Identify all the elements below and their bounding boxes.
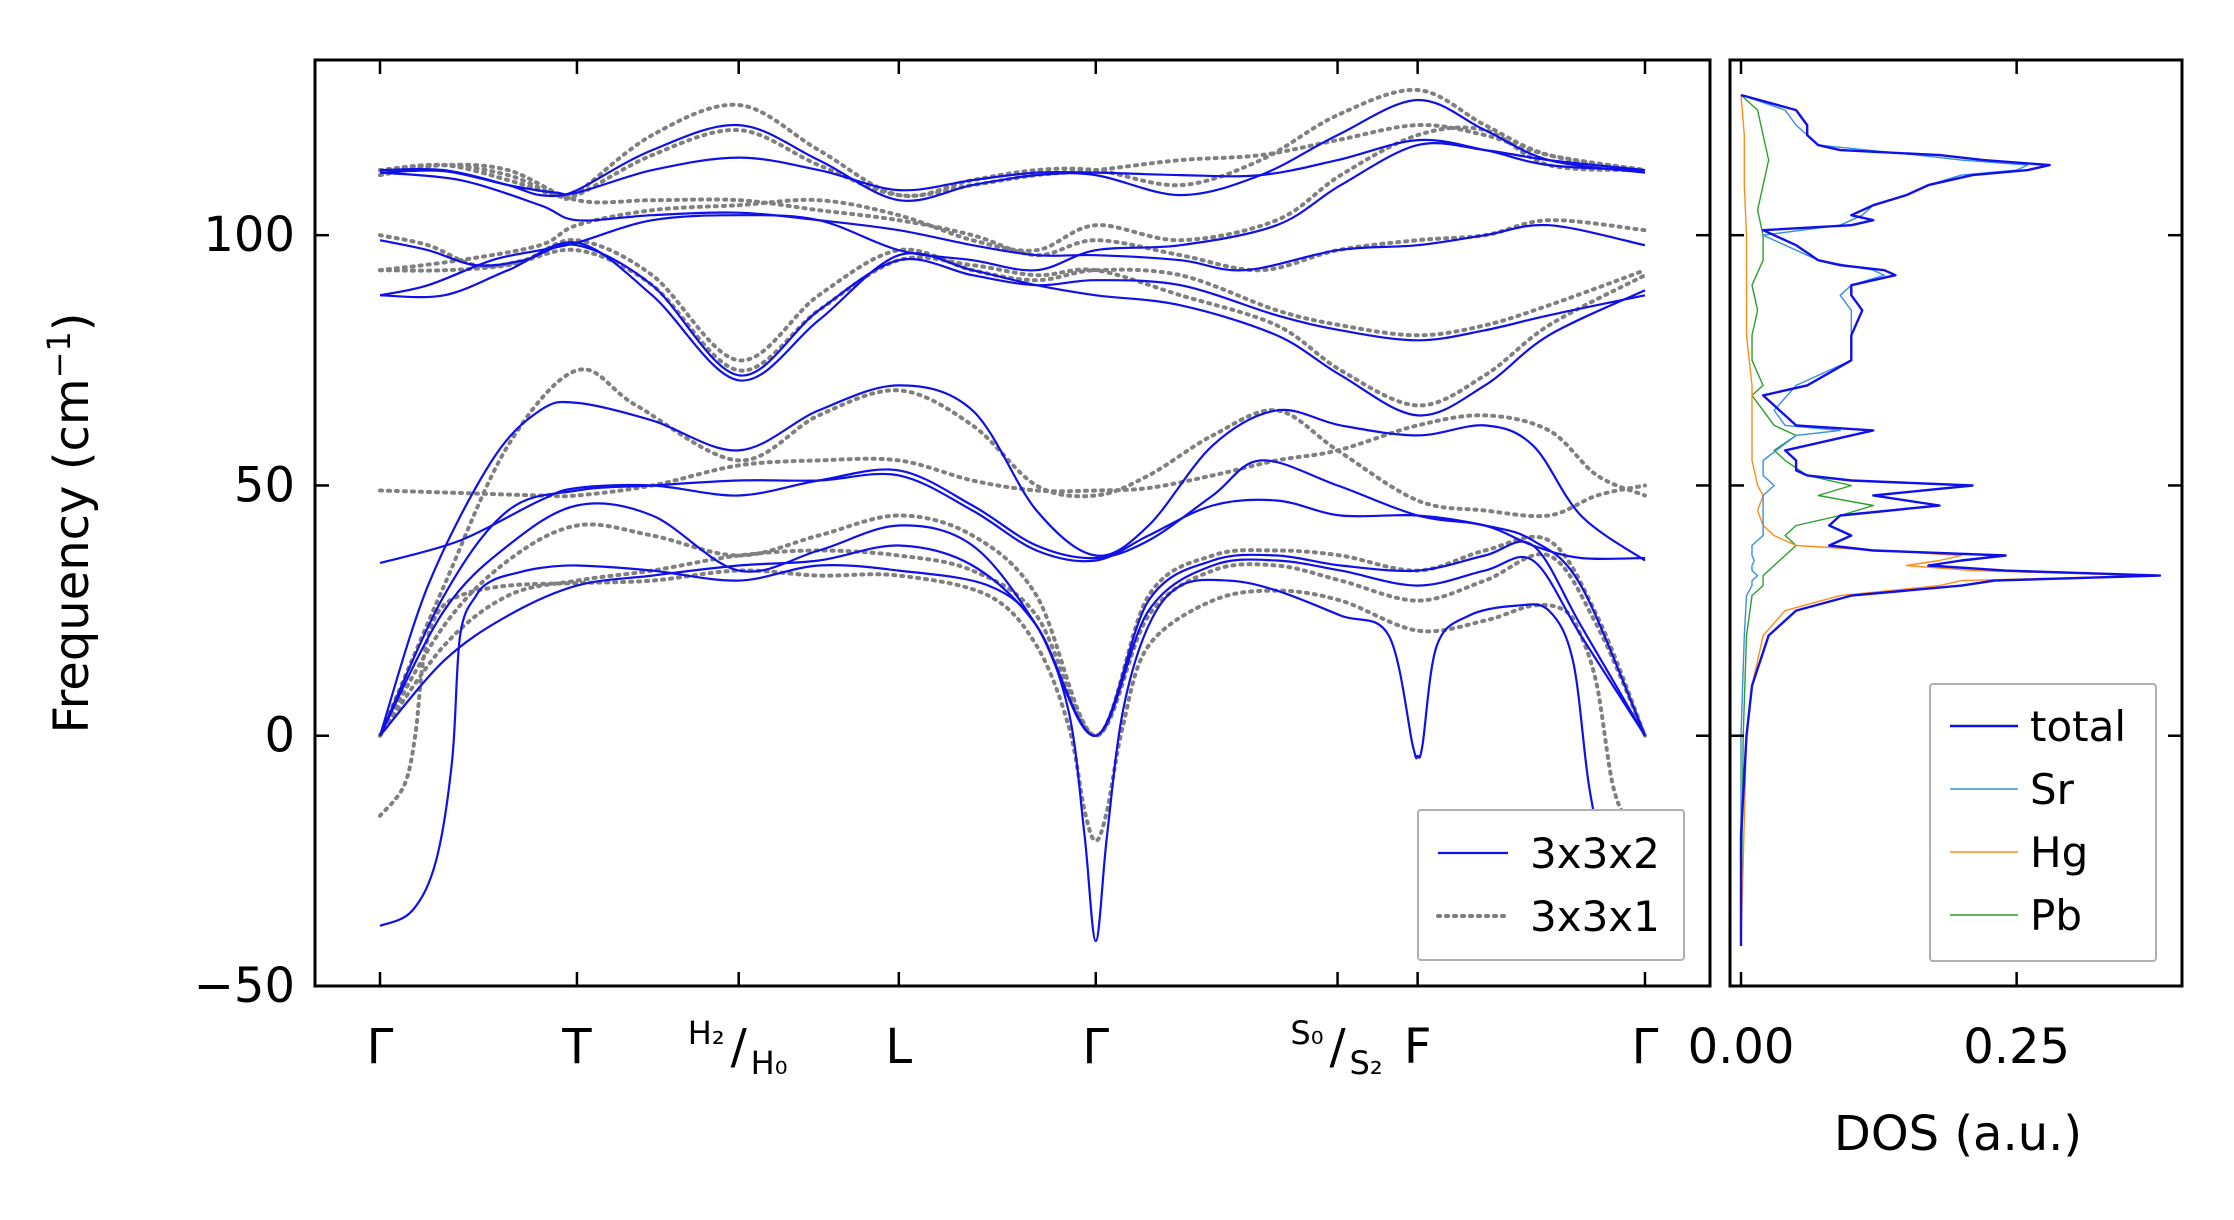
dos-legend-label-Pb: Pb xyxy=(2030,891,2082,940)
bands-legend-box xyxy=(1417,809,1685,961)
band-3x3x1-1 xyxy=(378,568,1647,843)
legend-label-3x3x2: 3x3x2 xyxy=(1530,829,1660,878)
band-3x3x2-5 xyxy=(379,459,1646,565)
dos-curve-total xyxy=(1739,93,2162,946)
band-3x3x2-4 xyxy=(379,472,1647,737)
band-3x3x2-11 xyxy=(379,138,1646,198)
ytick-label: 100 xyxy=(203,207,295,263)
band-3x3x2-2 xyxy=(379,544,1646,737)
band-3x3x1-5 xyxy=(378,367,1647,738)
band-3x3x1-2 xyxy=(378,548,1647,738)
dos-x-axis-title: DOS (a.u.) xyxy=(1834,1106,2082,1162)
ytick-label: −50 xyxy=(194,958,295,1014)
dos-frame xyxy=(1728,58,2184,988)
dos-legend: total Sr Hg Pb xyxy=(1929,683,2157,962)
y-axis-title-tail: ) xyxy=(44,312,100,331)
y-axis-title-sup: −1 xyxy=(40,331,78,378)
band-3x3x1-8 xyxy=(378,125,1647,273)
band-3x3x2-8 xyxy=(379,239,1646,377)
y-axis-title: Frequency (cm−1) xyxy=(40,312,100,733)
ytick-label: 50 xyxy=(234,457,295,513)
band-3x3x2-1 xyxy=(379,564,1646,943)
bands-frame xyxy=(313,58,1712,988)
kpoint-label-slash: / xyxy=(1329,1019,1346,1075)
kpoint-label-upper: S₀ xyxy=(1290,1014,1323,1052)
band-3x3x2-3 xyxy=(379,502,1646,737)
legend-label-3x3x1: 3x3x1 xyxy=(1530,892,1660,941)
dos-xtick-label: 0.00 xyxy=(1688,1019,1795,1075)
band-3x3x1-10 xyxy=(378,123,1647,201)
band-3x3x1-7 xyxy=(378,247,1647,408)
dos-legend-label-total: total xyxy=(2030,702,2126,751)
kpoint-label-slash: / xyxy=(731,1019,748,1075)
kpoint-label-lower: S₂ xyxy=(1350,1044,1383,1082)
band-curves xyxy=(378,87,1647,943)
y-axis-title-main: Frequency (cm xyxy=(44,378,100,733)
kpoint-label-lower: H₀ xyxy=(751,1044,788,1082)
dos-legend-box xyxy=(1929,683,2157,962)
kpoint-label: F xyxy=(1404,1019,1432,1075)
dos-curve-Pb xyxy=(1740,94,1874,947)
ytick-label: 0 xyxy=(264,708,295,764)
band-3x3x1-3 xyxy=(378,513,1647,738)
dos-curves xyxy=(1739,93,2162,947)
band-3x3x2-12 xyxy=(379,98,1646,202)
kpoint-label-upper: H₂ xyxy=(688,1014,725,1052)
bands-legend: 3x3x2 3x3x1 xyxy=(1417,809,1685,961)
band-3x3x2-9 xyxy=(379,142,1646,297)
band-3x3x1-4 xyxy=(378,413,1647,499)
kpoint-label: L xyxy=(885,1019,912,1075)
kpoint-label: Γ xyxy=(1632,1019,1659,1075)
kpoint-label: Γ xyxy=(367,1019,394,1075)
kpoint-label: T xyxy=(561,1019,592,1075)
band-3x3x1-6 xyxy=(378,233,1647,363)
band-3x3x1-9 xyxy=(378,162,1647,273)
dos-legend-label-Sr: Sr xyxy=(2030,765,2075,814)
kpoint-label: Γ xyxy=(1082,1019,1109,1075)
band-3x3x2-10 xyxy=(379,171,1646,272)
dos-panel: 0.00 0.25 DOS (a.u.) total Sr Hg Pb xyxy=(1688,58,2184,1162)
dos-xtick-label: 0.25 xyxy=(1963,1019,2070,1075)
dos-legend-label-Hg: Hg xyxy=(2030,828,2088,877)
dos-curve-Hg xyxy=(1740,94,2150,947)
band-3x3x2-6 xyxy=(378,384,1646,737)
